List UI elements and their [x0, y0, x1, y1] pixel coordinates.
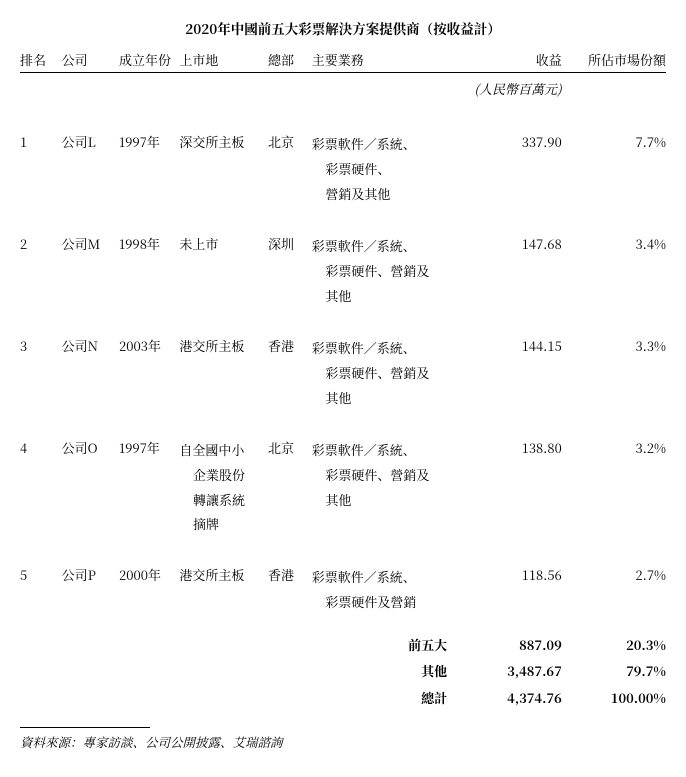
cell-hq: 香港 [268, 551, 312, 628]
cell-share: 3.4% [562, 220, 666, 322]
col-header-founded: 成立年份 [119, 50, 179, 73]
top5-revenue: 887.09 [447, 629, 562, 656]
cell-business: 彩票軟件／系統、 彩票硬件、營銷及 其他 [312, 220, 447, 322]
cell-listing: 未上市 [179, 220, 268, 322]
cell-listing: 自全國中小 企業股份 轉讓系統 摘牌 [179, 424, 268, 551]
table-row: 2 公司M 1998年 未上市 深圳 彩票軟件／系統、 彩票硬件、營銷及 其他 … [20, 220, 666, 322]
cell-founded: 1998年 [119, 220, 179, 322]
cell-revenue: 144.15 [447, 322, 562, 424]
others-revenue: 3,487.67 [447, 655, 562, 682]
revenue-unit: (人民幣百萬元) [474, 79, 561, 98]
top5-share: 20.3% [562, 629, 666, 656]
cell-hq: 北京 [268, 424, 312, 551]
top5-label: 前五大 [312, 629, 447, 656]
col-header-rank: 排名 [20, 50, 62, 73]
cell-business: 彩票軟件／系統、 彩票硬件、營銷及 其他 [312, 424, 447, 551]
col-header-business: 主要業務 [312, 50, 447, 73]
cell-revenue: 138.80 [447, 424, 562, 551]
cell-company: 公司L [62, 118, 119, 220]
cell-rank: 5 [20, 551, 62, 628]
cell-rank: 4 [20, 424, 62, 551]
totals-others-row: 其他 3,487.67 79.7% [20, 655, 666, 682]
cell-revenue: 147.68 [447, 220, 562, 322]
col-header-share: 所佔市場份額 [562, 50, 666, 73]
source-rule [20, 727, 150, 728]
cell-hq: 深圳 [268, 220, 312, 322]
cell-rank: 2 [20, 220, 62, 322]
col-header-revenue: 收益 [447, 50, 562, 73]
total-revenue: 4,374.76 [447, 682, 562, 709]
totals-top5-row: 前五大 887.09 20.3% [20, 629, 666, 656]
cell-listing: 深交所主板 [179, 118, 268, 220]
cell-listing: 港交所主板 [179, 322, 268, 424]
cell-share: 2.7% [562, 551, 666, 628]
cell-hq: 香港 [268, 322, 312, 424]
others-label: 其他 [312, 655, 447, 682]
cell-listing: 港交所主板 [179, 551, 268, 628]
source-text: 資料來源：專家訪談、公司公開披露、艾瑞諮詢 [20, 733, 283, 751]
cell-revenue: 337.90 [447, 118, 562, 220]
total-share: 100.00% [562, 682, 666, 709]
cell-founded: 2000年 [119, 551, 179, 628]
table-row: 3 公司N 2003年 港交所主板 香港 彩票軟件／系統、 彩票硬件、營銷及 其… [20, 322, 666, 424]
cell-founded: 2003年 [119, 322, 179, 424]
source-block: 資料來源：專家訪談、公司公開披露、艾瑞諮詢 [20, 727, 666, 753]
cell-rank: 3 [20, 322, 62, 424]
cell-business: 彩票軟件／系統、 彩票硬件及營銷 [312, 551, 447, 628]
total-label: 總計 [312, 682, 447, 709]
cell-revenue: 118.56 [447, 551, 562, 628]
table-row: 1 公司L 1997年 深交所主板 北京 彩票軟件／系統、 彩票硬件、 營銷及其… [20, 118, 666, 220]
table-row: 5 公司P 2000年 港交所主板 香港 彩票軟件／系統、 彩票硬件及營銷 11… [20, 551, 666, 628]
cell-company: 公司O [62, 424, 119, 551]
table-header-row: 排名 公司 成立年份 上市地 總部 主要業務 收益 所佔市場份額 [20, 50, 666, 73]
col-header-listing: 上市地 [179, 50, 268, 73]
cell-share: 3.2% [562, 424, 666, 551]
col-header-company: 公司 [62, 50, 119, 73]
cell-company: 公司N [62, 322, 119, 424]
table-row: 4 公司O 1997年 自全國中小 企業股份 轉讓系統 摘牌 北京 彩票軟件／系… [20, 424, 666, 551]
cell-hq: 北京 [268, 118, 312, 220]
cell-founded: 1997年 [119, 424, 179, 551]
cell-share: 7.7% [562, 118, 666, 220]
unit-row: (人民幣百萬元) [20, 73, 666, 118]
cell-business: 彩票軟件／系統、 彩票硬件、 營銷及其他 [312, 118, 447, 220]
page-title: 2020年中國前五大彩票解決方案提供商（按收益計） [20, 18, 666, 40]
col-header-hq: 總部 [268, 50, 312, 73]
others-share: 79.7% [562, 655, 666, 682]
cell-rank: 1 [20, 118, 62, 220]
cell-company: 公司P [62, 551, 119, 628]
cell-business: 彩票軟件／系統、 彩票硬件、營銷及 其他 [312, 322, 447, 424]
document-page: 2020年中國前五大彩票解決方案提供商（按收益計） 排名 公司 成立年份 上市地… [0, 0, 686, 777]
cell-company: 公司M [62, 220, 119, 322]
cell-founded: 1997年 [119, 118, 179, 220]
cell-share: 3.3% [562, 322, 666, 424]
ranking-table: 排名 公司 成立年份 上市地 總部 主要業務 收益 所佔市場份額 (人民幣百萬元… [20, 50, 666, 709]
totals-grand-row: 總計 4,374.76 100.00% [20, 682, 666, 709]
